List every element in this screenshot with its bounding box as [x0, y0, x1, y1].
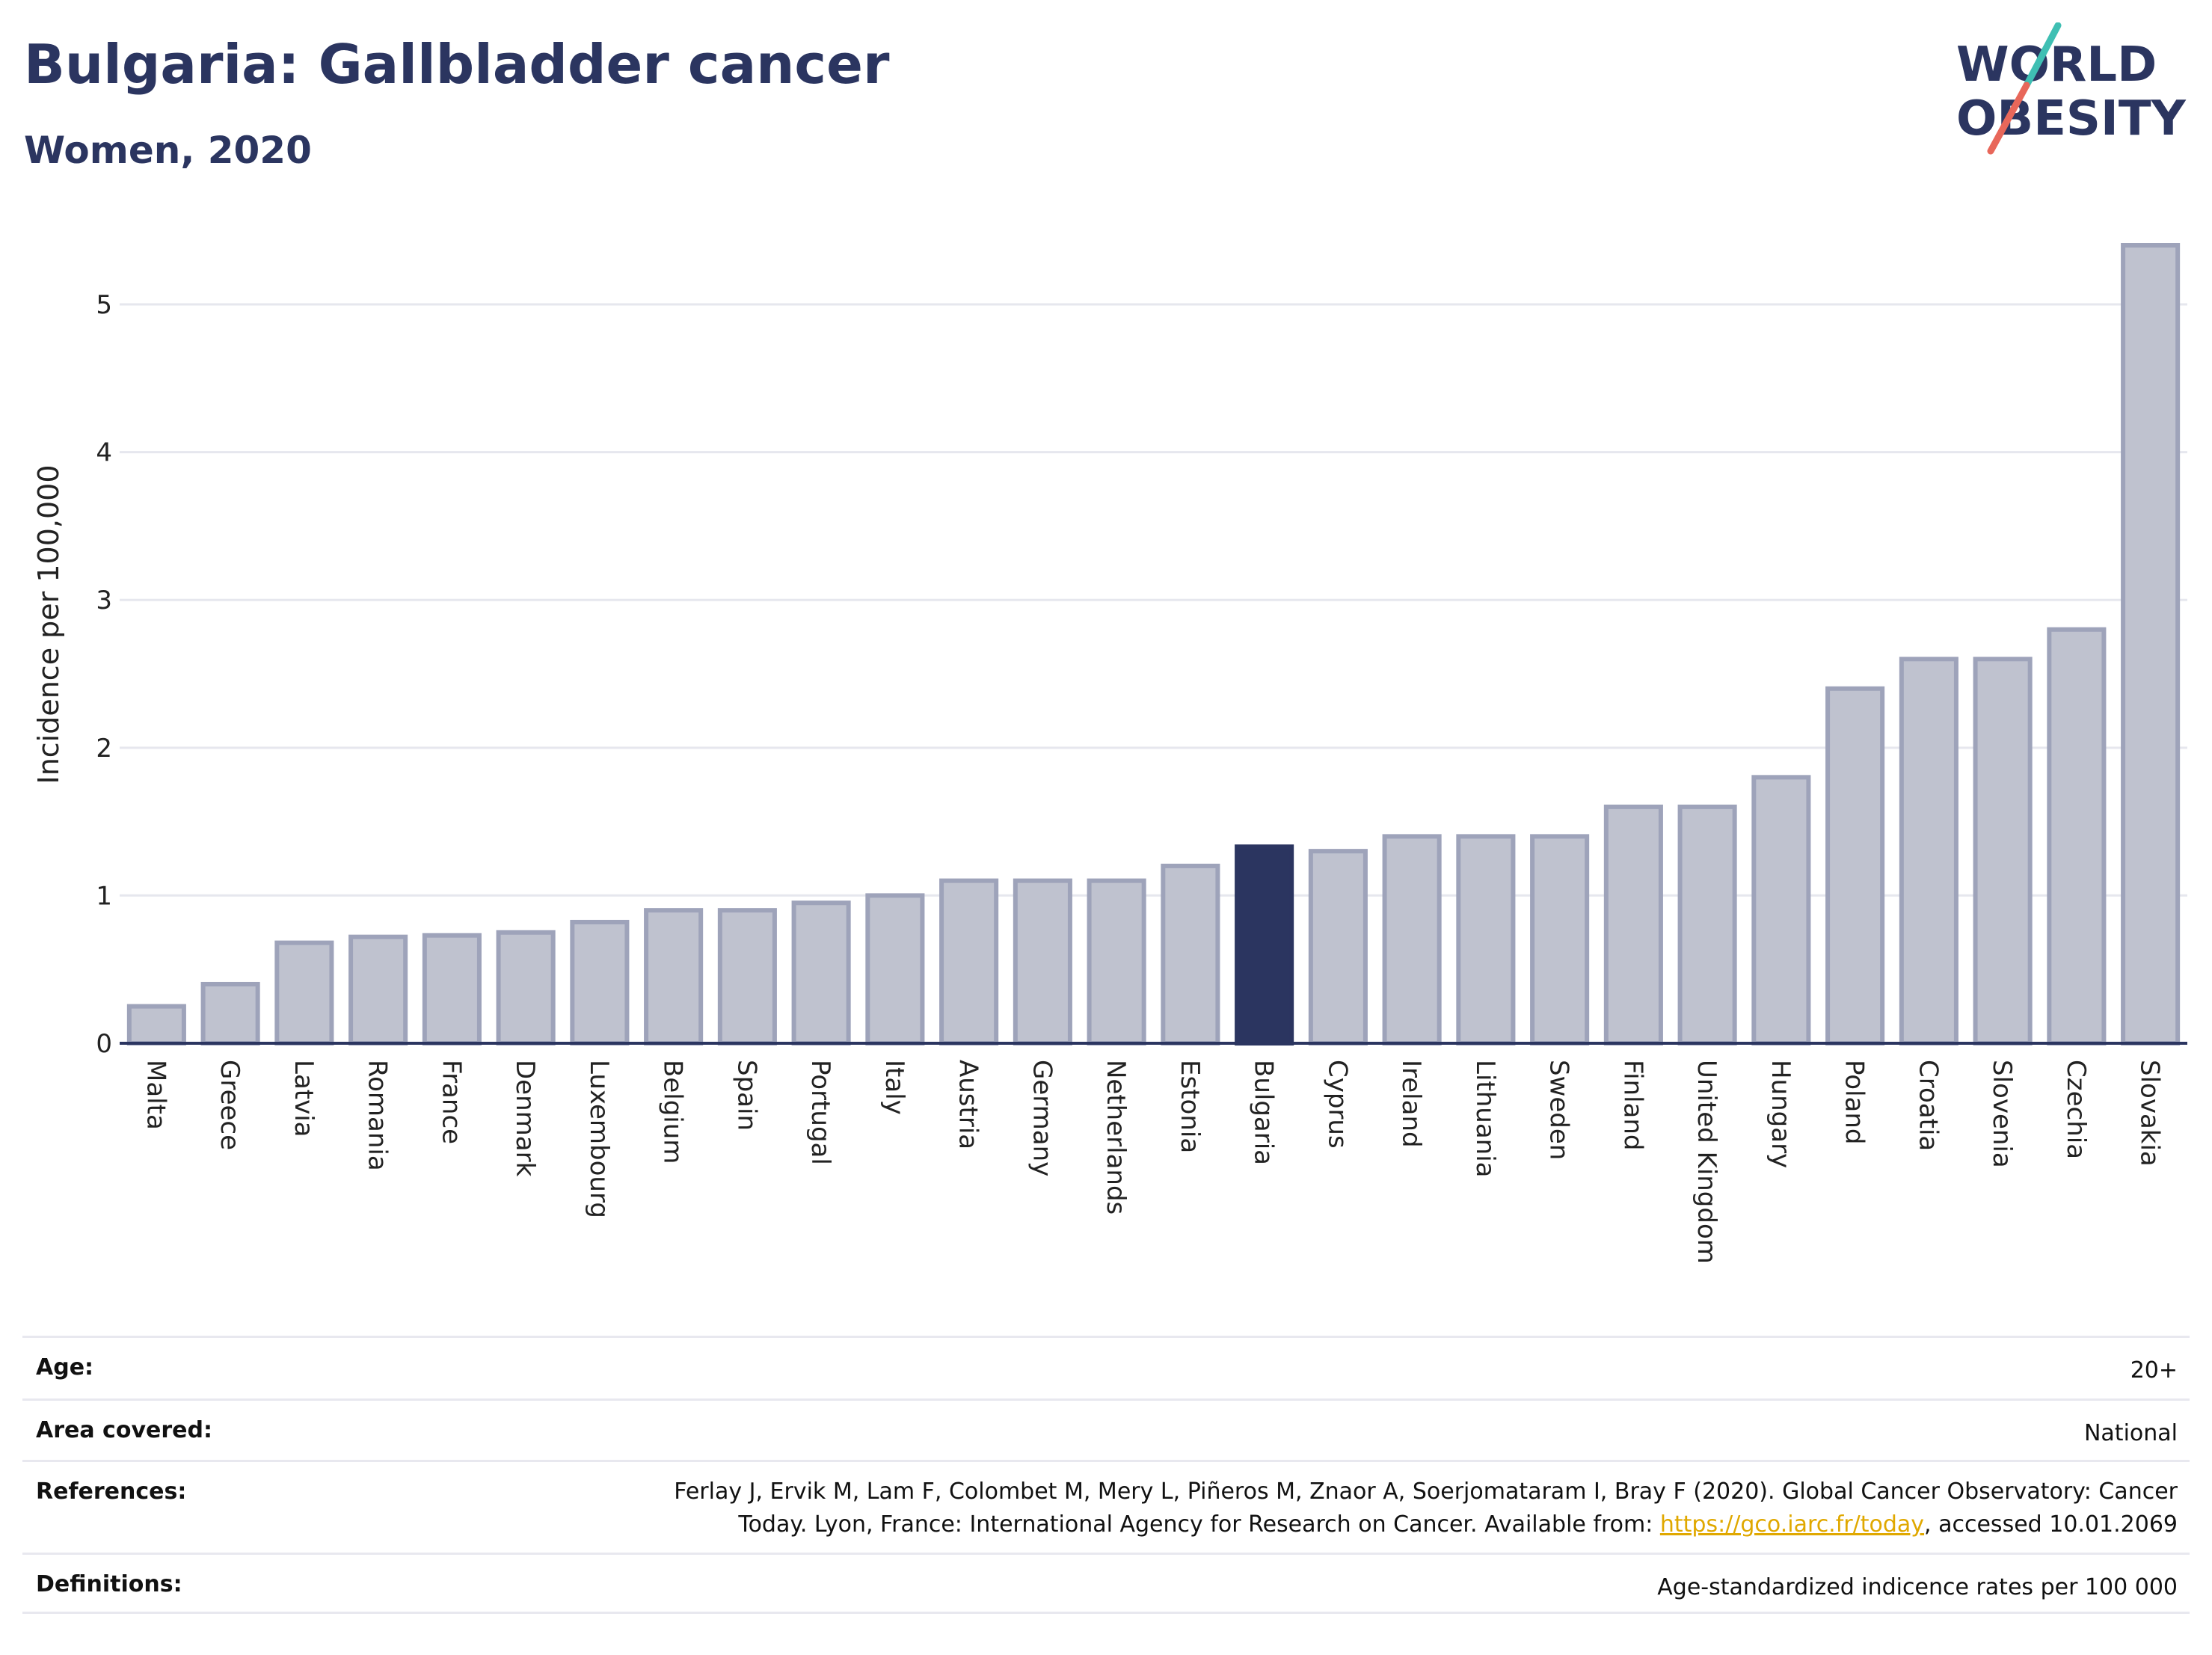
references-link[interactable]: https://gco.iarc.fr/today	[1659, 1511, 1925, 1538]
x-tick-label: Latvia	[289, 1060, 319, 1137]
x-tick-label: Lithuania	[1470, 1060, 1500, 1177]
bar-luxembourg	[570, 919, 630, 1046]
bar-lithuania	[1456, 834, 1516, 1045]
y-tick-label: 0	[96, 1029, 112, 1059]
bar-belgium	[644, 908, 704, 1045]
meta-definitions-value: Age-standardized indicence rates per 100…	[1657, 1574, 2178, 1600]
bar-portugal	[791, 900, 851, 1045]
y-tick-label: 1	[96, 881, 112, 911]
y-tick-label: 4	[96, 438, 112, 468]
bar-sweden	[1530, 834, 1590, 1045]
metadata-table: Age: 20+ Area covered: National Referenc…	[22, 1336, 2190, 1614]
x-tick-label: United Kingdom	[1692, 1060, 1721, 1264]
meta-row-age: Age: 20+	[22, 1336, 2190, 1398]
x-tick-label: Luxembourg	[584, 1060, 614, 1218]
x-tick-label: Romania	[363, 1060, 393, 1171]
bar-poland	[1825, 686, 1885, 1045]
world-obesity-logo: WORLD OBESITY	[1956, 22, 2186, 155]
x-tick-label: Portugal	[805, 1060, 835, 1165]
bar-france	[422, 933, 482, 1046]
y-axis-label: Incidence per 100,000	[32, 464, 65, 784]
x-tick-label: Denmark	[510, 1060, 540, 1177]
bar-netherlands	[1087, 878, 1146, 1046]
bar-romania	[348, 934, 408, 1045]
meta-area-value: National	[2083, 1420, 2178, 1446]
meta-references-label: References:	[36, 1479, 187, 1505]
x-tick-label: Czechia	[2061, 1060, 2091, 1159]
references-line-2: Today. Lyon, France: International Agenc…	[738, 1511, 1660, 1538]
meta-row-area: Area covered: National	[22, 1398, 2190, 1460]
x-tick-label: Malta	[141, 1060, 170, 1130]
x-tick-label: Netherlands	[1101, 1060, 1131, 1215]
bar-united-kingdom	[1677, 804, 1737, 1045]
logo-slash-red-icon	[1987, 82, 2030, 155]
x-tick-label: Hungary	[1766, 1060, 1795, 1168]
bar-austria	[939, 878, 999, 1046]
bar-malta	[126, 1004, 186, 1045]
x-tick-label: Estonia	[1175, 1060, 1205, 1153]
x-tick-label: Cyprus	[1322, 1060, 1352, 1149]
x-tick-labels: Malta Greece Latvia Romania France Denmark Lux…	[141, 1060, 2164, 1264]
bar-latvia	[274, 940, 334, 1046]
bar-greece	[200, 981, 260, 1046]
logo-world-text: WORLD	[1956, 37, 2157, 93]
bar-hungary	[1751, 775, 1811, 1046]
bar-estonia	[1161, 863, 1220, 1046]
bar-czechia	[2047, 627, 2107, 1045]
meta-age-label: Age:	[36, 1354, 94, 1381]
bar-slovakia	[2121, 243, 2181, 1045]
y-tick-label: 2	[96, 734, 112, 764]
logo-slash-teal-icon	[2023, 22, 2062, 89]
references-line-1: Ferlay J, Ervik M, Lam F, Colombet M, Me…	[674, 1479, 2178, 1505]
bar-finland	[1603, 804, 1663, 1045]
bar-ireland	[1382, 834, 1442, 1045]
x-tick-label: Bulgaria	[1249, 1060, 1279, 1165]
meta-references-value: Ferlay J, Ervik M, Lam F, Colombet M, Me…	[674, 1476, 2190, 1541]
x-tick-label: Ireland	[1396, 1060, 1426, 1148]
bar-slovenia	[1973, 657, 2033, 1045]
x-tick-label: France	[436, 1060, 466, 1144]
x-tick-label: Germany	[1027, 1060, 1057, 1176]
bar-bulgaria	[1235, 844, 1294, 1046]
x-tick-label: Poland	[1840, 1060, 1870, 1145]
bar-croatia	[1899, 657, 1958, 1045]
bar-chart: 0 1 2 3 4 5 Malta Greece Latvia Romania France Den…	[32, 243, 2187, 1264]
meta-area-label: Area covered:	[36, 1417, 212, 1443]
x-tick-label: Sweden	[1544, 1060, 1574, 1160]
x-tick-label: Spain	[731, 1060, 761, 1131]
chart-title: Bulgaria: Gallbladder cancer	[24, 33, 890, 96]
x-tick-label: Finland	[1617, 1060, 1647, 1151]
x-tick-label: Belgium	[658, 1060, 688, 1164]
x-tick-label: Croatia	[1913, 1060, 1943, 1151]
x-tick-label: Italy	[879, 1060, 909, 1115]
bar-spain	[717, 908, 777, 1045]
y-tick-label: 5	[96, 290, 112, 320]
y-tick-labels: 0 1 2 3 4 5	[96, 290, 112, 1059]
bar-cyprus	[1308, 849, 1368, 1045]
x-tick-label: Greece	[215, 1060, 245, 1150]
y-tick-label: 3	[96, 586, 112, 615]
meta-row-references: References: Ferlay J, Ervik M, Lam F, Co…	[22, 1460, 2190, 1553]
bar-italy	[865, 893, 925, 1045]
x-tick-label: Slovenia	[1987, 1060, 2017, 1168]
x-tick-label: Austria	[953, 1060, 983, 1149]
references-line-2-end: , accessed 10.01.2069	[1924, 1511, 2178, 1538]
meta-row-definitions: Definitions: Age-standardized indicence …	[22, 1553, 2190, 1614]
chart-subtitle: Women, 2020	[24, 129, 312, 172]
bar-germany	[1013, 878, 1072, 1046]
meta-age-value: 20+	[2130, 1357, 2178, 1384]
bars	[126, 243, 2181, 1046]
x-tick-label: Slovakia	[2135, 1060, 2165, 1167]
meta-definitions-label: Definitions:	[36, 1571, 182, 1597]
bar-denmark	[496, 930, 556, 1045]
